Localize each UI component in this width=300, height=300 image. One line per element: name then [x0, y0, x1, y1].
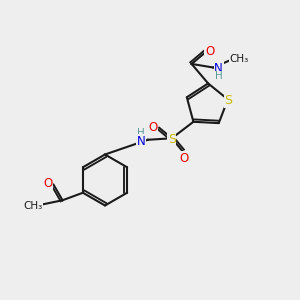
- Text: H: H: [137, 128, 145, 138]
- Text: CH₃: CH₃: [230, 54, 249, 64]
- Text: S: S: [168, 133, 176, 146]
- Text: CH₃: CH₃: [23, 201, 42, 211]
- Text: O: O: [205, 44, 214, 58]
- Text: O: O: [148, 121, 158, 134]
- Text: O: O: [44, 177, 53, 190]
- Text: N: N: [137, 135, 146, 148]
- Text: N: N: [214, 61, 223, 75]
- Text: O: O: [179, 152, 188, 165]
- Text: S: S: [224, 94, 232, 107]
- Text: H: H: [215, 71, 223, 81]
